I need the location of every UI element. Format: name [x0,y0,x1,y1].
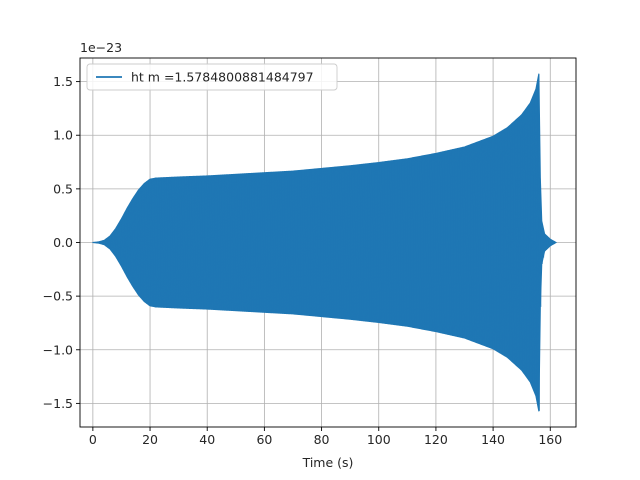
y-tick-label: 1.5 [53,74,73,89]
x-tick-label: 80 [314,432,330,447]
x-tick-label: 40 [199,432,215,447]
series-0-line [92,74,557,411]
y-offset-label: 1e−23 [80,40,122,55]
x-tick-label: 20 [142,432,158,447]
x-tick-label: 160 [538,432,562,447]
y-tick-label: 0.0 [53,235,73,250]
y-tick-label: 1.0 [53,128,73,143]
y-tick-label: −0.5 [43,289,73,304]
x-axis-label: Time (s) [302,455,354,470]
x-tick-label: 100 [367,432,391,447]
y-tick-label: −1.0 [43,342,73,357]
legend: ht m =1.5784800881484797 [86,63,338,91]
x-tick-label: 140 [481,432,505,447]
x-tick-label: 60 [256,432,272,447]
x-tick-label: 120 [424,432,448,447]
legend-box [86,63,338,91]
plot-area: 0 20 40 60 80 100 120 140 160 −1.5 −1.0 −0.5 0.0 0.5 1… [43,40,577,470]
x-tick-label: 0 [89,432,97,447]
y-tick-label: −1.5 [43,396,73,411]
legend-entry-label: ht m =1.5784800881484797 [131,70,314,85]
y-tick-label: 0.5 [53,181,73,196]
